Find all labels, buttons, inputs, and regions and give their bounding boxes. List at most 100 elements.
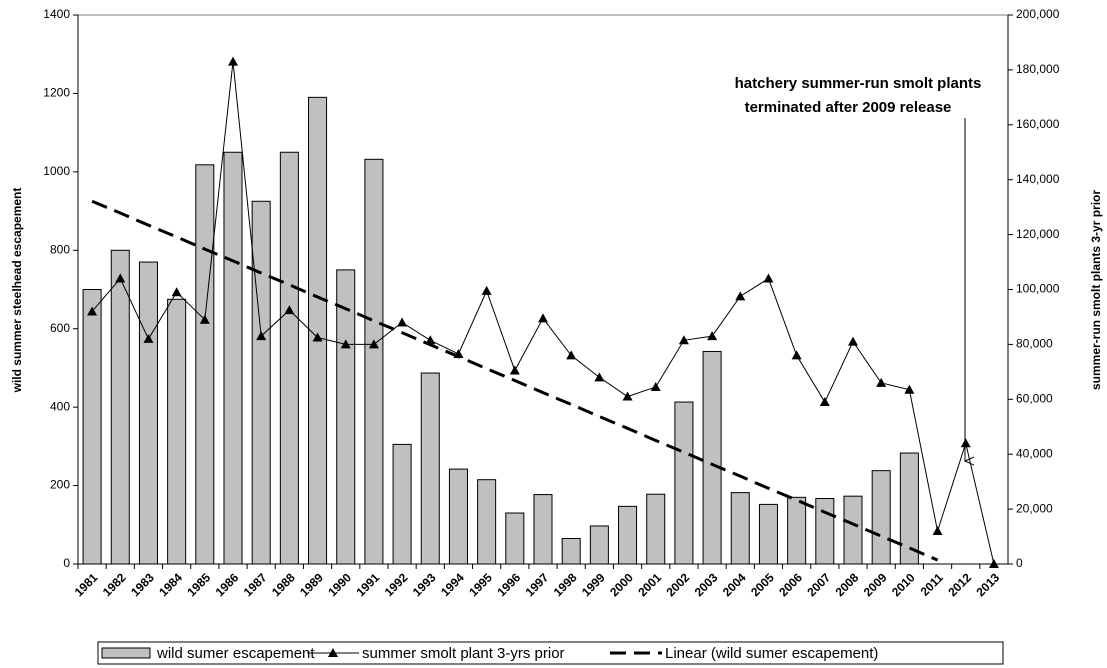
marker: [819, 397, 830, 407]
y2-tick-label: 80,000: [1016, 337, 1053, 351]
marker: [256, 331, 267, 341]
x-tick-label: 2010: [889, 570, 918, 599]
bar: [82, 289, 102, 565]
x-tick-label: 1997: [523, 570, 552, 599]
trend-line: [91, 199, 939, 562]
x-tick-label: 1988: [269, 570, 298, 599]
x-tick-label: 2004: [720, 570, 749, 599]
legend: [97, 641, 1004, 665]
bar: [138, 261, 158, 565]
x-tick-label: 1987: [241, 570, 270, 599]
y2-tick-label: 200,000: [1016, 7, 1060, 21]
y2-tick-label: 100,000: [1016, 282, 1060, 296]
y-tick-label: 400: [50, 399, 70, 413]
x-tick-label: 1984: [156, 570, 185, 599]
bar: [758, 503, 778, 565]
marker: [340, 339, 351, 349]
marker: [509, 365, 520, 375]
bar: [505, 512, 525, 565]
marker: [650, 381, 661, 391]
x-tick-label: 2005: [748, 570, 777, 599]
bar: [420, 372, 440, 565]
x-tick-label: 2011: [918, 570, 947, 599]
bar: [871, 470, 891, 565]
x-tick-label: 1982: [100, 570, 129, 599]
x-tick-label: 1985: [184, 570, 213, 599]
y-tick-label: 600: [50, 321, 70, 335]
bar: [448, 468, 468, 565]
marker: [481, 285, 492, 295]
x-tick-label: 1992: [382, 570, 411, 599]
marker: [848, 336, 858, 346]
x-tick-label: 2013: [973, 570, 1002, 599]
marker: [228, 56, 238, 66]
bar: [674, 401, 694, 565]
bar: [279, 151, 299, 565]
bar: [167, 298, 187, 565]
marker: [87, 306, 98, 316]
legend-label: summer smolt plant 3-yrs prior: [362, 645, 565, 662]
legend-marker: [328, 648, 338, 657]
y-tick-label: 1000: [43, 164, 70, 178]
annotation: hatchery summer-run smolt plants: [735, 75, 982, 92]
bar: [110, 249, 130, 565]
x-tick-label: 2008: [833, 570, 862, 599]
marker: [791, 350, 802, 360]
bar: [308, 96, 328, 565]
y-tick-label: 1400: [43, 7, 70, 21]
x-tick-label: 1983: [128, 570, 157, 599]
x-tick-label: 2006: [776, 570, 805, 599]
marker: [566, 350, 577, 360]
x-tick-label: 2007: [804, 570, 833, 599]
x-tick-label: 1986: [213, 570, 242, 599]
x-tick-label: 1996: [494, 570, 523, 599]
y2-tick-label: 120,000: [1016, 227, 1060, 241]
x-tick-label: 1995: [466, 570, 495, 599]
bar: [730, 492, 750, 565]
y-tick-label: 800: [50, 242, 70, 256]
marker: [171, 287, 182, 297]
bar: [589, 525, 609, 565]
x-tick-label: 2000: [607, 570, 636, 599]
marker: [678, 335, 689, 345]
legend-label: wild sumer escapement: [156, 645, 315, 662]
plot-frame: [77, 14, 1009, 565]
y-tick-label: 1200: [43, 86, 70, 100]
marker: [594, 372, 605, 382]
bar: [336, 269, 356, 565]
y2-axis-title: summer-run smolt plants 3-yr prior: [1089, 190, 1103, 390]
bar: [223, 151, 243, 565]
marker: [707, 331, 718, 341]
bar: [646, 493, 666, 565]
y-tick-label: 0: [63, 556, 70, 570]
marker: [876, 377, 887, 387]
bar: [815, 498, 835, 565]
legend-symbol: [101, 647, 151, 659]
bar: [251, 200, 271, 565]
bar: [618, 505, 638, 565]
bar: [477, 479, 497, 565]
marker: [425, 335, 436, 345]
marker: [368, 339, 379, 349]
marker: [763, 273, 774, 283]
y-tick-label: 200: [50, 478, 70, 492]
y2-tick-label: 0: [1016, 556, 1023, 570]
marker: [538, 313, 548, 323]
marker: [312, 332, 323, 342]
y2-tick-label: 20,000: [1016, 501, 1053, 515]
y2-tick-label: 40,000: [1016, 446, 1053, 460]
annotation: terminated after 2009 release: [745, 99, 952, 116]
bar: [702, 350, 722, 565]
x-tick-label: 1999: [579, 570, 608, 599]
x-tick-label: 1998: [551, 570, 580, 599]
x-tick-label: 2001: [635, 570, 664, 599]
x-tick-label: 1981: [72, 570, 101, 599]
x-tick-label: 2002: [663, 570, 692, 599]
marker: [284, 305, 295, 315]
x-tick-label: 1990: [325, 570, 354, 599]
bar: [787, 496, 807, 565]
marker: [143, 333, 154, 343]
bar: [533, 494, 553, 565]
marker: [932, 526, 943, 536]
